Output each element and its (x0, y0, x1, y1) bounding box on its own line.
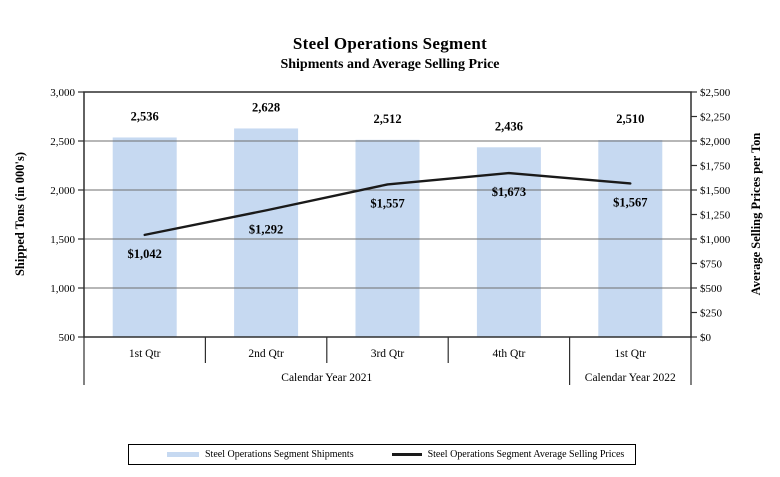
left-axis-tick-label: 1,500 (50, 234, 75, 246)
right-axis-tick-label: $1,750 (700, 161, 731, 173)
legend-item-shipments: Steel Operations Segment Shipments (167, 449, 354, 460)
shipments-bar (234, 128, 299, 337)
shipments-bar (112, 137, 177, 337)
year-group-label: Calendar Year 2021 (281, 372, 372, 384)
right-axis-tick-label: $500 (700, 283, 723, 295)
legend-item-prices: Steel Operations Segment Average Selling… (391, 449, 625, 460)
shipments-bar (355, 139, 420, 337)
legend-label-prices: Steel Operations Segment Average Selling… (427, 449, 625, 460)
right-axis-tick-label: $0 (700, 332, 712, 344)
left-axis-tick-label: 2,000 (50, 185, 75, 197)
quarter-label: 3rd Qtr (371, 348, 405, 360)
price-value-label: $1,042 (128, 247, 162, 261)
quarter-label: 1st Qtr (129, 348, 161, 360)
quarter-label: 1st Qtr (614, 348, 646, 360)
right-axis-tick-label: $1,500 (700, 185, 731, 197)
chart-title: Steel Operations Segment (292, 34, 488, 53)
bar-series-swatch (167, 452, 199, 457)
legend-label-shipments: Steel Operations Segment Shipments (205, 449, 354, 460)
line-series-swatch (391, 453, 422, 456)
left-axis-tick-label: 1,000 (50, 283, 75, 295)
price-value-label: $1,567 (613, 195, 647, 209)
left-axis-tick-label: 2,500 (50, 136, 75, 148)
right-axis-tick-label: $750 (700, 259, 723, 271)
left-axis-tick-label: 500 (59, 332, 76, 344)
year-group-label: Calendar Year 2022 (585, 372, 676, 384)
price-value-label: $1,673 (492, 185, 526, 199)
price-value-label: $1,292 (249, 222, 283, 236)
right-axis-tick-label: $1,250 (700, 210, 731, 222)
right-axis-tick-label: $2,250 (700, 112, 731, 124)
bar-value-label: 2,628 (252, 100, 280, 114)
quarter-label: 4th Qtr (492, 348, 525, 360)
bar-value-label: 2,536 (131, 109, 159, 123)
legend: Steel Operations Segment Shipments Steel… (128, 444, 636, 465)
quarter-label: 2nd Qtr (248, 348, 284, 360)
right-axis-tick-label: $1,000 (700, 234, 731, 246)
left-axis-tick-label: 3,000 (50, 87, 75, 99)
right-axis-tick-label: $2,500 (700, 87, 731, 99)
bar-value-label: 2,436 (495, 119, 523, 133)
right-axis-tick-label: $2,000 (700, 136, 731, 148)
right-axis-tick-label: $250 (700, 308, 723, 320)
bar-value-label: 2,510 (616, 112, 644, 126)
chart-subtitle: Shipments and Average Selling Price (280, 57, 500, 72)
avg-selling-price-line (143, 171, 632, 237)
price-value-label: $1,557 (370, 196, 404, 210)
bar-value-label: 2,512 (373, 112, 401, 126)
shipments-bar (476, 147, 541, 337)
